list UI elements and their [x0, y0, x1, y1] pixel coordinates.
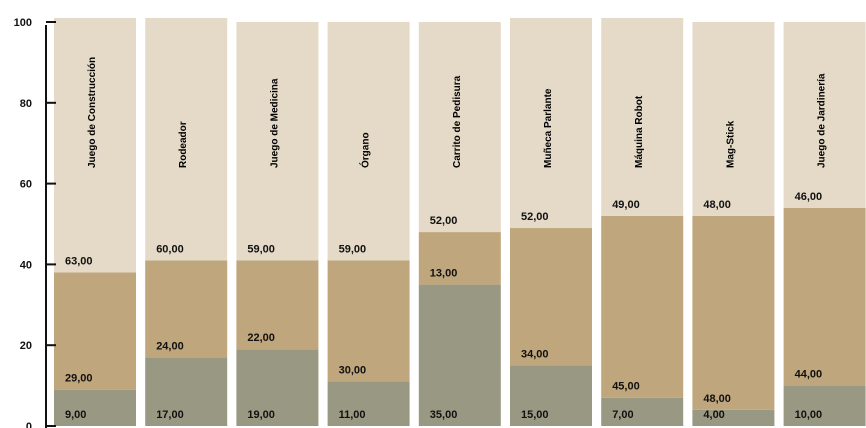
value-label-5-3: 52,00	[430, 215, 458, 227]
value-label-4-2: 30,00	[339, 365, 367, 377]
bar-segment-2-3	[145, 17, 228, 261]
bar-segment-8-1	[692, 409, 775, 426]
value-label-9-1: 10,00	[795, 409, 823, 421]
value-labels-layer: 9,00 29,00 63,00 17,00 24,00 60,00 19,00 22,00 5…	[65, 191, 822, 421]
y-tick-label-5: 80	[20, 98, 32, 110]
value-label-2-2: 24,00	[156, 340, 184, 352]
bar-segment-6-3	[510, 17, 592, 229]
value-label-2-1: 17,00	[156, 409, 184, 421]
bar-segment-1-2	[54, 272, 136, 390]
category-label-5: Carrito de Pedisura	[452, 75, 463, 168]
bar-segment-5-1	[418, 284, 501, 426]
bar-segment-1-1	[54, 389, 136, 426]
category-label-3: Juego de Medicina	[269, 78, 280, 168]
value-label-3-1: 19,00	[247, 409, 275, 421]
bar-segment-9-3	[783, 22, 866, 208]
value-label-1-2: 29,00	[65, 373, 93, 385]
value-label-7-1: 7,00	[612, 409, 633, 421]
value-label-8-3: 48,00	[703, 199, 731, 211]
value-label-1-3: 63,00	[65, 255, 93, 267]
value-label-8-1: 4,00	[703, 409, 724, 421]
bars-layer	[54, 17, 866, 426]
y-tick-label-2: 20	[20, 340, 32, 352]
value-label-1-1: 9,00	[65, 409, 86, 421]
bar-segment-5-2	[418, 232, 501, 285]
value-label-6-1: 15,00	[521, 409, 549, 421]
bar-segment-8-2	[692, 215, 775, 410]
y-ticks-layer: 0 20 40 60 80 100	[14, 17, 56, 428]
bar-segment-1-3	[54, 17, 136, 273]
value-label-6-3: 52,00	[521, 211, 549, 223]
value-label-5-2: 13,00	[430, 268, 458, 280]
value-label-6-2: 34,00	[521, 348, 549, 360]
bar-segment-7-1	[601, 397, 684, 426]
bar-segment-7-3	[601, 17, 684, 216]
value-label-3-3: 59,00	[247, 243, 275, 255]
bar-segment-3-1	[236, 349, 319, 426]
bar-segment-7-2	[601, 215, 684, 398]
value-label-4-1: 11,00	[339, 409, 366, 421]
value-label-9-3: 46,00	[795, 191, 823, 203]
category-labels-layer: Juego de Construcción Rodeador Juego de Me…	[87, 57, 828, 168]
bar-segment-3-3	[236, 22, 319, 261]
value-label-2-3: 60,00	[156, 243, 184, 255]
bar-segment-6-2	[510, 228, 592, 366]
bar-segment-6-1	[510, 365, 592, 426]
bar-segment-9-1	[783, 385, 866, 426]
category-label-1: Juego de Construcción	[87, 57, 98, 168]
y-tick-label-6: 100	[14, 17, 32, 29]
bar-segment-9-2	[783, 207, 866, 386]
value-label-4-3: 59,00	[339, 243, 367, 255]
y-tick-label-3: 40	[20, 259, 32, 271]
category-label-2: Rodeador	[178, 121, 189, 168]
bar-segment-2-2	[145, 260, 228, 358]
category-label-9: Juego de Jardinería	[817, 73, 828, 168]
y-tick-label-4: 60	[20, 179, 32, 191]
value-label-5-1: 35,00	[430, 409, 458, 421]
category-label-4: Órgano	[359, 132, 372, 168]
category-label-6: Muñeca Parlante	[543, 88, 554, 168]
bar-segment-8-3	[692, 22, 775, 216]
value-label-7-2: 45,00	[612, 381, 640, 393]
bar-segment-3-2	[236, 260, 319, 350]
value-label-9-2: 44,00	[795, 369, 823, 381]
value-label-3-2: 22,00	[247, 332, 275, 344]
bar-segment-4-3	[327, 22, 410, 261]
bar-segment-4-1	[327, 381, 410, 426]
category-label-7: Máquina Robot	[634, 95, 645, 168]
bar-segment-4-2	[327, 260, 410, 382]
y-tick-label-1: 0	[26, 421, 32, 428]
value-label-7-3: 49,00	[612, 199, 640, 211]
bar-segment-2-1	[145, 357, 228, 426]
value-label-8-2: 48,00	[703, 393, 731, 405]
bar-segment-5-3	[418, 22, 501, 233]
category-label-8: Mag-Stick	[725, 120, 736, 168]
